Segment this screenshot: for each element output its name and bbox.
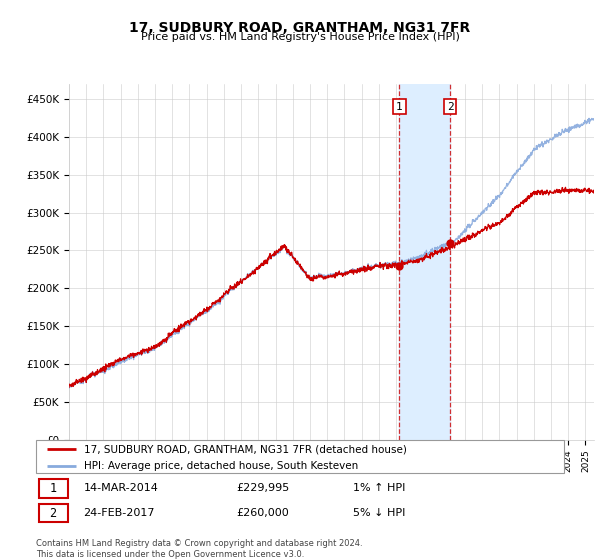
Bar [400,84,450,440]
Text: Contains HM Land Registry data © Crown copyright and database right 2024.
This d: Contains HM Land Registry data © Crown c… [36,539,362,559]
Text: Price paid vs. HM Land Registry's House Price Index (HPI): Price paid vs. HM Land Registry's House … [140,32,460,43]
Text: 17, SUDBURY ROAD, GRANTHAM, NG31 7FR: 17, SUDBURY ROAD, GRANTHAM, NG31 7FR [130,21,470,35]
Text: 1: 1 [50,482,57,495]
Text: 14-MAR-2014: 14-MAR-2014 [83,483,158,493]
Text: 5% ↓ HPI: 5% ↓ HPI [353,508,405,518]
Text: 24-FEB-2017: 24-FEB-2017 [83,508,155,518]
Bar [38,479,68,497]
Text: 1: 1 [396,102,403,111]
Text: 17, SUDBURY ROAD, GRANTHAM, NG31 7FR (detached house): 17, SUDBURY ROAD, GRANTHAM, NG31 7FR (de… [83,444,406,454]
Text: 2: 2 [447,102,454,111]
Text: 1% ↑ HPI: 1% ↑ HPI [353,483,405,493]
Text: £229,995: £229,995 [236,483,290,493]
Bar [38,504,68,522]
Text: £260,000: £260,000 [236,508,289,518]
Text: 2: 2 [50,506,57,520]
Text: HPI: Average price, detached house, South Kesteven: HPI: Average price, detached house, Sout… [83,461,358,471]
